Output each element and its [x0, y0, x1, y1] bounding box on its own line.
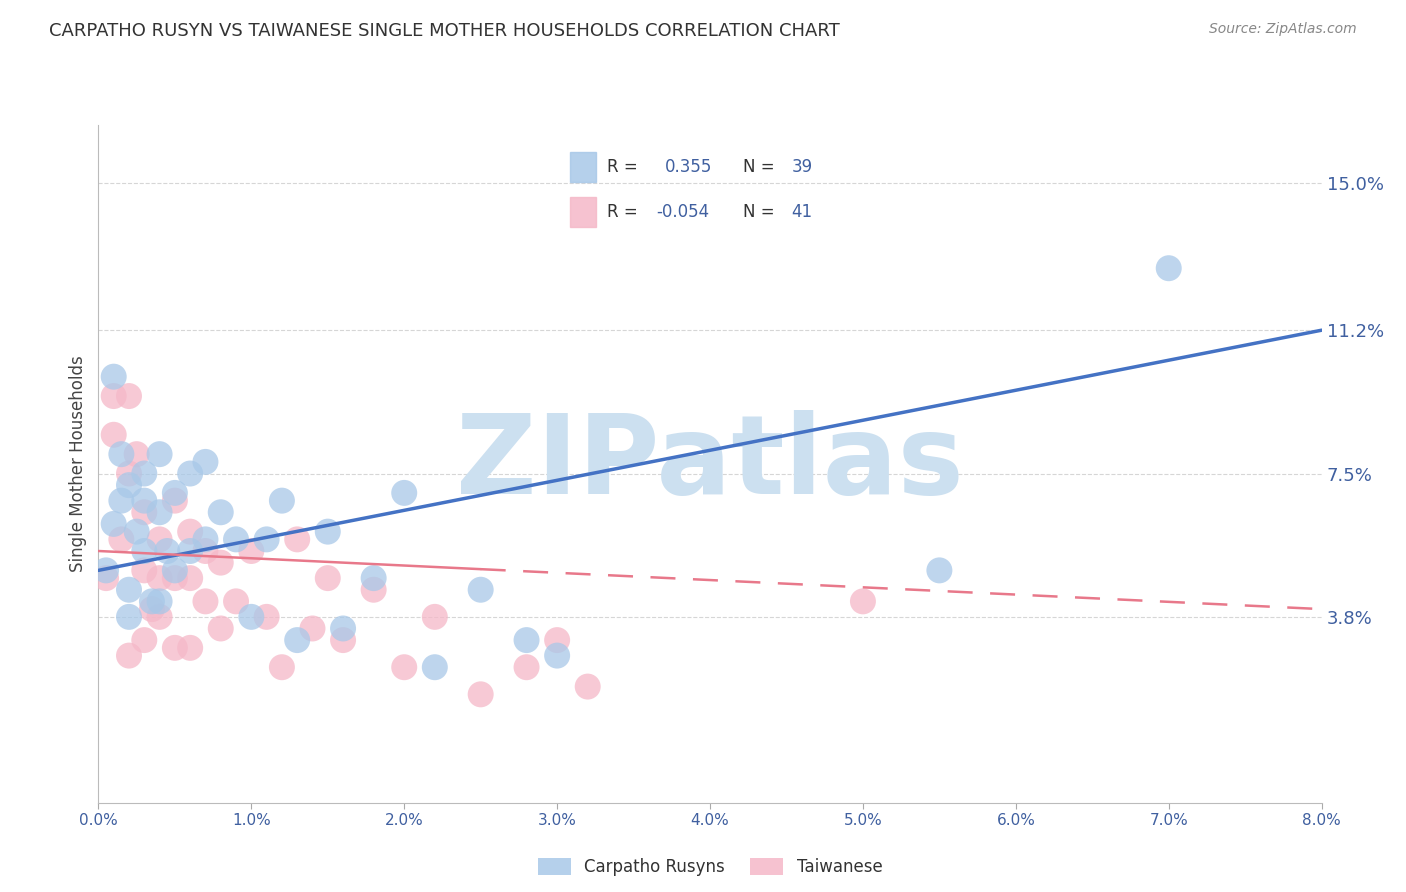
Point [576, 680, 599, 694]
Point [209, 556, 232, 570]
Point [194, 594, 217, 608]
Text: 41: 41 [792, 203, 813, 221]
Point [163, 640, 186, 655]
Text: N =: N = [742, 203, 775, 221]
Point [179, 640, 201, 655]
Point [118, 467, 141, 481]
Point [392, 660, 416, 674]
Point [163, 563, 186, 577]
Point [363, 571, 385, 585]
Text: R =: R = [607, 158, 638, 176]
Point [134, 544, 156, 558]
Point [141, 602, 163, 616]
Point [134, 467, 156, 481]
Point [256, 610, 278, 624]
Point [852, 594, 875, 608]
Point [194, 533, 217, 547]
Point [134, 563, 156, 577]
Point [285, 533, 308, 547]
Point [110, 447, 132, 461]
Point [134, 505, 156, 519]
Text: -0.054: -0.054 [657, 203, 710, 221]
Point [270, 493, 294, 508]
Point [118, 648, 141, 663]
Point [240, 610, 263, 624]
Point [118, 389, 141, 403]
Point [118, 478, 141, 492]
Legend: Carpatho Rusyns, Taiwanese: Carpatho Rusyns, Taiwanese [531, 851, 889, 882]
Point [332, 633, 354, 648]
Text: 39: 39 [792, 158, 813, 176]
Point [470, 582, 492, 597]
Point [194, 544, 217, 558]
Point [94, 571, 117, 585]
Point [225, 533, 247, 547]
Text: 0.355: 0.355 [665, 158, 713, 176]
Point [134, 633, 156, 648]
Point [179, 544, 201, 558]
Point [179, 467, 201, 481]
Text: R =: R = [607, 203, 638, 221]
Point [118, 610, 141, 624]
Point [125, 524, 148, 539]
Point [141, 594, 163, 608]
Point [103, 369, 125, 384]
Point [516, 660, 538, 674]
Point [285, 633, 308, 648]
FancyBboxPatch shape [569, 152, 596, 182]
Point [332, 622, 354, 636]
Point [546, 648, 568, 663]
FancyBboxPatch shape [569, 197, 596, 227]
Point [179, 571, 201, 585]
Point [209, 505, 232, 519]
Point [423, 660, 446, 674]
Point [110, 493, 132, 508]
Point [110, 533, 132, 547]
Text: N =: N = [742, 158, 775, 176]
Point [118, 582, 141, 597]
Point [470, 687, 492, 701]
Text: CARPATHO RUSYN VS TAIWANESE SINGLE MOTHER HOUSEHOLDS CORRELATION CHART: CARPATHO RUSYN VS TAIWANESE SINGLE MOTHE… [49, 22, 839, 40]
Point [149, 571, 172, 585]
Point [256, 533, 278, 547]
Y-axis label: Single Mother Households: Single Mother Households [69, 356, 87, 572]
Point [546, 633, 568, 648]
Text: ZIPatlas: ZIPatlas [456, 410, 965, 517]
Point [163, 486, 186, 500]
Point [363, 582, 385, 597]
Point [94, 563, 117, 577]
Point [149, 505, 172, 519]
Point [225, 594, 247, 608]
Point [316, 524, 339, 539]
Point [1157, 261, 1180, 276]
Point [103, 516, 125, 531]
Point [194, 455, 217, 469]
Point [423, 610, 446, 624]
Point [209, 622, 232, 636]
Text: Source: ZipAtlas.com: Source: ZipAtlas.com [1209, 22, 1357, 37]
Point [125, 447, 148, 461]
Point [516, 633, 538, 648]
Point [163, 493, 186, 508]
Point [134, 493, 156, 508]
Point [163, 571, 186, 585]
Point [179, 524, 201, 539]
Point [103, 427, 125, 442]
Point [149, 594, 172, 608]
Point [149, 533, 172, 547]
Point [149, 610, 172, 624]
Point [301, 622, 323, 636]
Point [103, 389, 125, 403]
Point [240, 544, 263, 558]
Point [156, 544, 179, 558]
Point [392, 486, 416, 500]
Point [149, 447, 172, 461]
Point [270, 660, 294, 674]
Point [928, 563, 950, 577]
Point [316, 571, 339, 585]
